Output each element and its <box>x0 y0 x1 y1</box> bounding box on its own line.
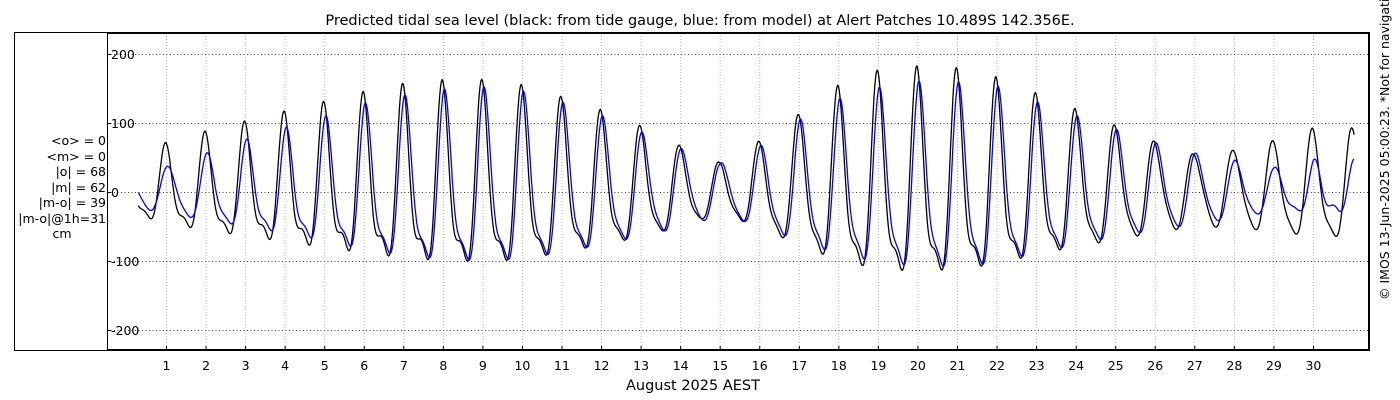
x-tick-label: 18 <box>831 358 847 373</box>
y-tick-label: 100 <box>111 116 135 131</box>
x-tick-label: 5 <box>321 358 329 373</box>
stat-abs-obs: |o| = 68 <box>55 164 106 179</box>
chart-title: Predicted tidal sea level (black: from t… <box>325 13 1074 29</box>
x-axis-label: August 2025 AEST <box>626 378 760 394</box>
stat-abs-model: |m| = 62 <box>51 179 106 195</box>
y-tick-label: -200 <box>111 323 139 338</box>
stat-mean-obs: <o> = 0 <box>51 133 106 148</box>
stat-units: cm <box>52 226 72 241</box>
x-tick-label: 23 <box>1029 358 1045 373</box>
x-tick-label: 30 <box>1305 358 1321 373</box>
x-tick-label: 21 <box>950 358 966 373</box>
stat-mean-model: <m> = 0 <box>46 148 107 164</box>
y-tick-label: 200 <box>111 47 135 62</box>
x-tick-label: 9 <box>479 358 487 373</box>
x-tick-label: 28 <box>1226 358 1242 373</box>
x-tick-label: 3 <box>242 358 250 373</box>
y-tick-label: -100 <box>111 254 139 269</box>
axis-layer: 1 2 3 4 5 6 7 8 9 10 11 12 13 14 15 16 17 18 19 20 21 22 23 24 2… <box>107 33 1369 373</box>
x-tick-label: 12 <box>594 358 610 373</box>
x-tick-label: 19 <box>870 358 886 373</box>
statistics-panel: <o> = 0 <m> = 0 |o| = 68 |m| = 62 |m-o| … <box>2 133 106 242</box>
x-tick-label: 2 <box>202 358 210 373</box>
y-tick-label: 0 <box>111 185 119 200</box>
x-tick-label: 25 <box>1108 358 1124 373</box>
x-tick-label: 8 <box>439 358 447 373</box>
x-tick-label: 6 <box>360 358 368 373</box>
x-tick-label: 26 <box>1147 358 1163 373</box>
stat-abs-diff: |m-o| = 39 <box>38 195 106 210</box>
x-tick-label: 22 <box>989 358 1005 373</box>
copyright-text: © IMOS 13-Jun-2025 05:00:23. *Not for na… <box>1377 0 1392 300</box>
x-tick-label: 17 <box>791 358 807 373</box>
stat-abs-diff-1h: |m-o|@1h=31 <box>18 210 106 226</box>
x-tick-label: 10 <box>514 358 530 373</box>
x-tick-label: 20 <box>910 358 926 373</box>
x-tick-label: 4 <box>281 358 289 373</box>
x-tick-label: 13 <box>633 358 649 373</box>
series-line-model <box>137 80 1355 267</box>
x-tick-label: 16 <box>752 358 768 373</box>
x-tick-label: 7 <box>400 358 408 373</box>
plot-area-frame <box>107 33 1369 350</box>
x-tick-label: 11 <box>554 358 570 373</box>
x-tick-label: 24 <box>1068 358 1084 373</box>
x-tick-label: 27 <box>1187 358 1203 373</box>
x-tick-label: 29 <box>1266 358 1282 373</box>
outer-frame <box>14 32 1370 351</box>
x-tick-label: 1 <box>163 358 171 373</box>
series-layer <box>137 65 1355 271</box>
grid-layer <box>107 33 1369 350</box>
x-tick-label: 15 <box>712 358 728 373</box>
series-line-tide-gauge <box>137 65 1355 271</box>
x-tick-label: 14 <box>673 358 689 373</box>
